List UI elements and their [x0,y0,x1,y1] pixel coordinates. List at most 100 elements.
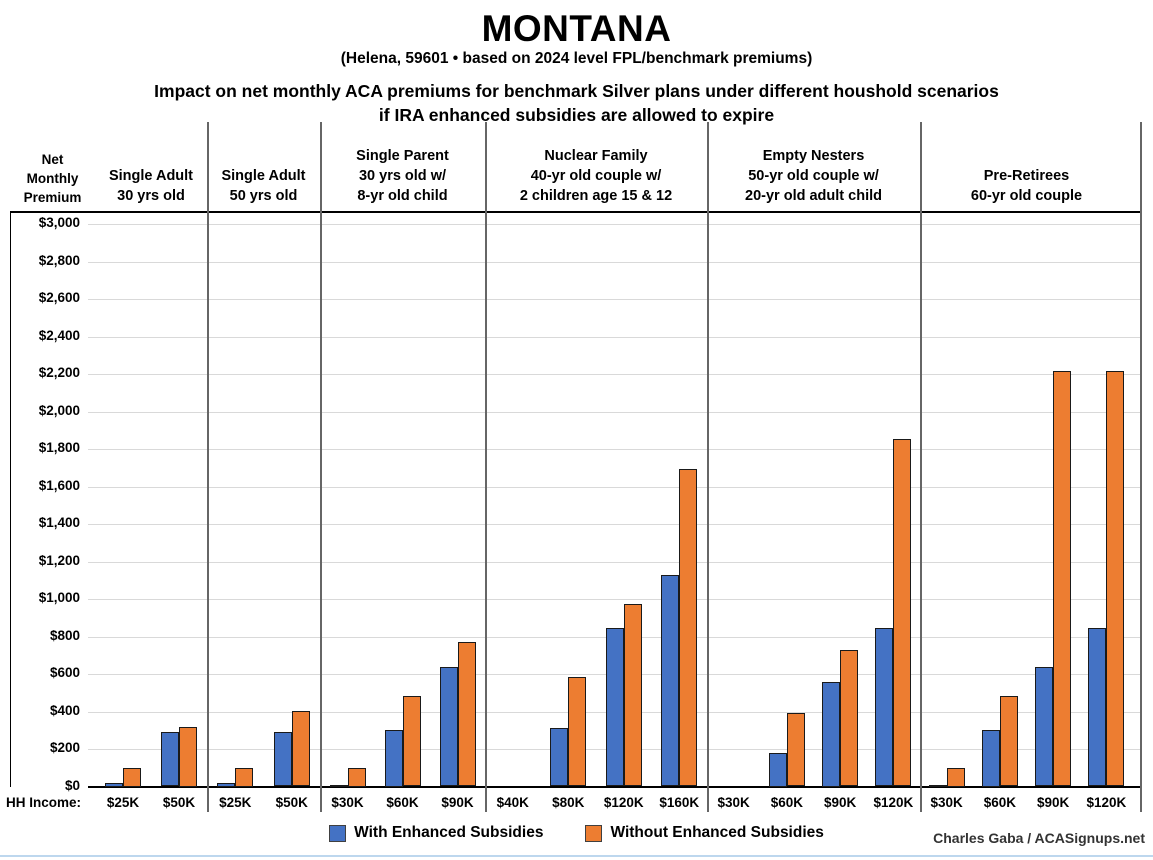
group-divider-line [320,122,322,812]
gridline [88,224,1140,225]
y-axis-tick-label: $600 [49,665,80,680]
y-axis-tick-label: $1,000 [38,590,80,605]
scenario-header: Single Parent 30 yrs old w/ 8-yr old chi… [356,148,449,204]
bar-with-enhanced-subsidies [217,782,236,787]
bar-with-enhanced-subsidies [605,628,624,787]
legend-swatch-orange [585,824,603,842]
income-tick-label: $90K [1036,795,1070,810]
bar-with-enhanced-subsidies [384,730,403,787]
bar-with-enhanced-subsidies [1088,628,1107,787]
y-axis-tick-label: $2,600 [38,290,80,305]
bar-without-enhanced-subsidies [623,603,642,787]
hh-income-label: HH Income: [6,795,82,810]
bar-with-enhanced-subsidies [329,784,348,787]
income-tick-label: $30K [930,795,963,810]
legend-swatch-blue [329,824,347,842]
bar-with-enhanced-subsidies [822,681,841,787]
gridline [88,411,1140,413]
credit-text: Charles Gaba / ACASignups.net [933,830,1145,846]
bar-without-enhanced-subsidies [291,710,310,787]
chart-legend: With Enhanced Subsidies Without Enhanced… [0,824,1153,842]
bar-without-enhanced-subsidies [347,767,366,787]
bottom-strip [0,855,1153,857]
plot-left-border [10,211,11,787]
bar-with-enhanced-subsidies [550,728,569,787]
bar-with-enhanced-subsidies [875,628,894,787]
gridline [88,299,1140,300]
bar-with-enhanced-subsidies [981,730,1000,787]
chart-title-line2: if IRA enhanced subsidies are allowed to… [378,105,775,125]
scenario-header: Nuclear Family 40-yr old couple w/ 2 chi… [519,148,673,204]
bar-with-enhanced-subsidies [661,574,680,787]
group-divider-line [207,122,209,812]
income-tick-label: $60K [770,795,804,810]
income-tick-label: $120K [1086,795,1127,810]
y-axis-tick-label: $0 [64,777,80,793]
gridline [88,486,1140,488]
bar-without-enhanced-subsidies [946,767,965,787]
bar-without-enhanced-subsidies [179,726,197,787]
gridline [88,599,1140,600]
bar-without-enhanced-subsidies [999,695,1018,787]
bar-without-enhanced-subsidies [235,767,254,787]
x-axis-line [88,785,1140,788]
y-axis-tick-label: $2,000 [38,402,80,418]
chart-title-line1: Impact on net monthly ACA premiums for b… [154,81,999,101]
legend-label: With Enhanced Subsidies [354,824,544,841]
scenario-header: Single Adult 50 yrs old [221,168,306,204]
income-tick-label: $160K [659,795,700,810]
income-tick-label: $50K [275,795,308,810]
income-tick-label: $90K [823,795,857,810]
group-divider-line [1140,122,1142,812]
gridline [88,524,1140,525]
plot-top-border [10,211,1140,213]
legend-label: Without Enhanced Subsidies [610,824,824,841]
y-axis-tick-label: $400 [49,702,80,718]
y-axis-header: Net Monthly Premium [23,152,82,206]
income-tick-label: $80K [552,795,585,810]
bar-with-enhanced-subsidies [439,667,458,787]
group-divider-line [920,122,922,812]
y-axis-tick-label: $2,200 [38,365,80,380]
gridline [88,261,1140,263]
y-axis-tick-label: $2,400 [38,327,80,343]
bar-with-enhanced-subsidies [768,752,787,787]
bar-without-enhanced-subsidies [840,649,859,787]
bar-with-enhanced-subsidies [161,732,179,787]
scenario-header: Pre-Retirees 60-yr old couple [970,168,1083,204]
group-divider-line [485,122,487,812]
bar-without-enhanced-subsidies [679,468,698,787]
bar-without-enhanced-subsidies [786,713,805,787]
y-axis-tick-label: $800 [49,627,80,643]
gridline [88,374,1140,375]
y-axis-tick-label: $200 [49,740,80,755]
bar-without-enhanced-subsidies [402,695,421,787]
income-tick-label: $25K [106,795,140,810]
scenario-header: Single Adult 30 yrs old [108,168,194,204]
bar-with-enhanced-subsidies [105,782,123,787]
bar-without-enhanced-subsidies [1053,371,1072,787]
gridline [88,449,1140,450]
income-tick-label: $25K [219,795,252,810]
y-axis-tick-label: $1,800 [38,440,80,455]
bar-with-enhanced-subsidies [273,732,292,787]
y-axis-tick-label: $3,000 [38,215,80,230]
income-tick-label: $60K [386,795,419,810]
legend-item-with-subsidies: With Enhanced Subsidies [329,824,543,842]
scenario-header: Empty Nesters 50-yr old couple w/ 20-yr … [745,148,882,204]
income-tick-label: $50K [162,795,196,810]
bar-without-enhanced-subsidies [123,767,141,787]
gridline [88,561,1140,563]
page-subtitle: (Helena, 59601 • based on 2024 level FPL… [340,50,813,67]
bar-without-enhanced-subsidies [568,676,587,787]
income-tick-label: $120K [873,795,914,810]
y-axis-tick-label: $1,200 [38,552,80,568]
bar-with-enhanced-subsidies [1035,667,1054,787]
page-title: MONTANA [481,8,672,49]
income-tick-label: $90K [441,795,474,810]
bar-without-enhanced-subsidies [457,642,476,787]
income-tick-label: $40K [496,795,529,810]
y-axis-tick-label: $1,400 [38,515,80,530]
group-divider-line [707,122,709,812]
